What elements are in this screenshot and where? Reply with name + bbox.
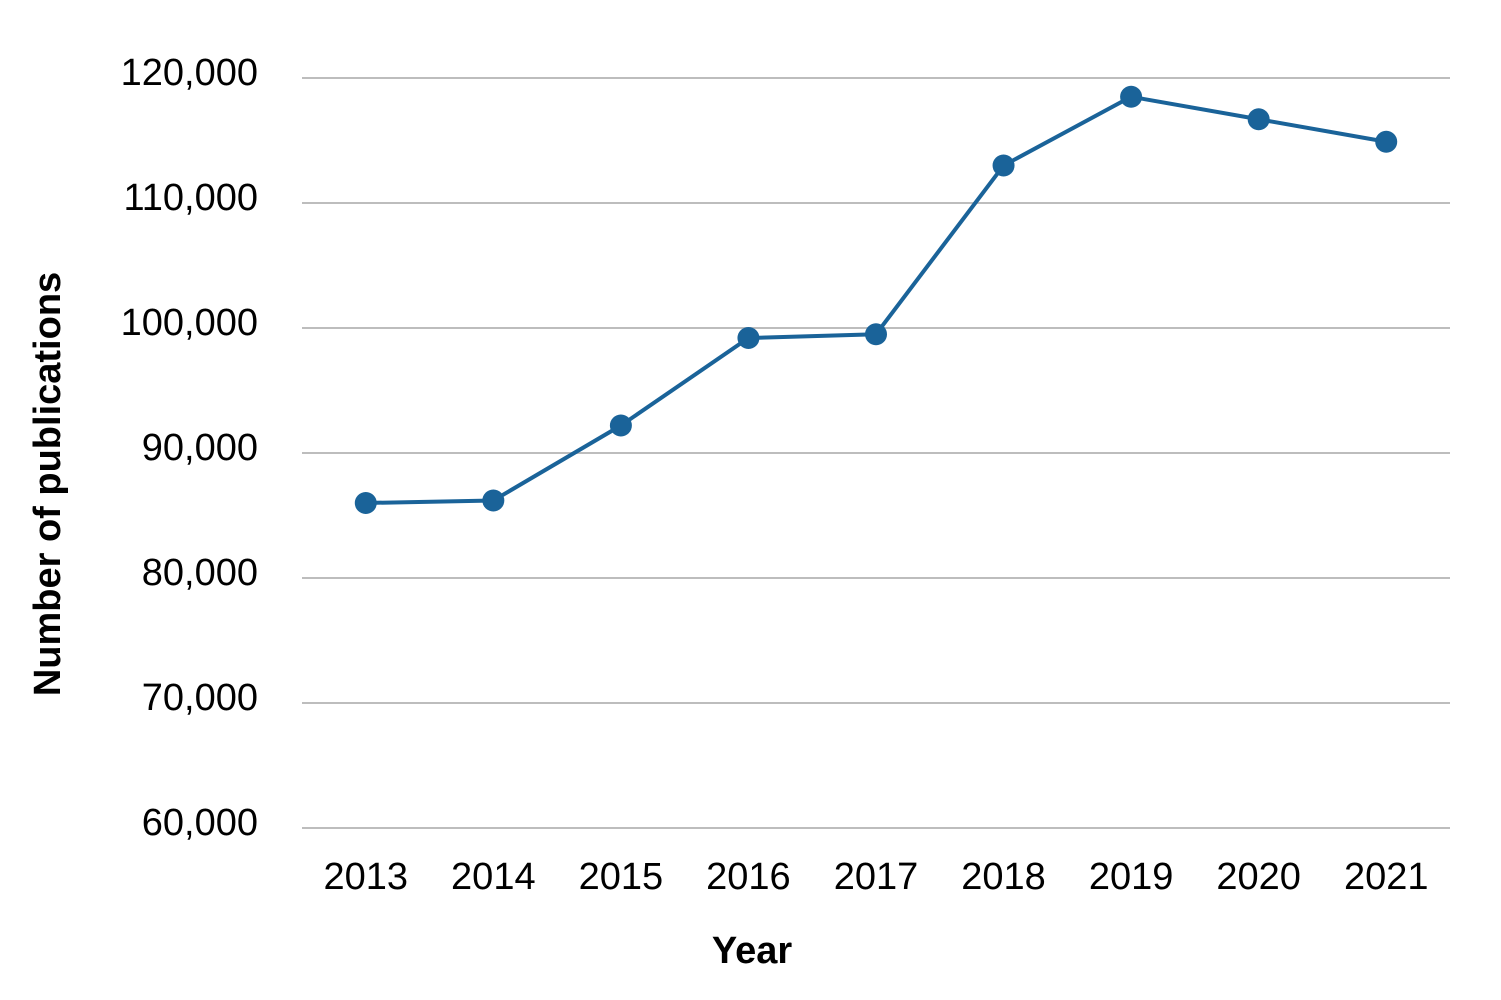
point xyxy=(1120,85,1143,108)
point xyxy=(354,492,377,514)
point xyxy=(737,327,760,349)
point xyxy=(865,323,887,346)
y-axis-title: Number of publications xyxy=(27,272,69,696)
point xyxy=(992,154,1015,177)
y-tick-label: 120,000 xyxy=(121,52,258,94)
x-axis-title: Year xyxy=(712,930,793,972)
point xyxy=(482,489,505,512)
y-tick-label: 100,000 xyxy=(121,302,258,344)
y-tick-label: 70,000 xyxy=(142,677,258,719)
x-tick-label: 2017 xyxy=(834,856,919,898)
y-tick-label: 110,000 xyxy=(123,177,258,219)
x-tick-label: 2021 xyxy=(1344,856,1429,898)
line xyxy=(365,94,1387,505)
x-tick-label: 2016 xyxy=(706,856,791,898)
point xyxy=(1247,108,1270,131)
x-tick-label: 2014 xyxy=(451,856,536,898)
x-tick-label: 2018 xyxy=(961,856,1046,898)
point xyxy=(1375,130,1398,153)
y-tick-label: 60,000 xyxy=(142,802,258,844)
x-tick-label: 2019 xyxy=(1089,856,1174,898)
y-tick-label: 90,000 xyxy=(142,427,258,469)
point xyxy=(609,414,632,437)
y-tick-label: 80,000 xyxy=(142,552,258,594)
x-tick-label: 2020 xyxy=(1216,856,1301,898)
x-tick-label: 2013 xyxy=(324,856,409,898)
x-tick-label: 2015 xyxy=(579,856,664,898)
